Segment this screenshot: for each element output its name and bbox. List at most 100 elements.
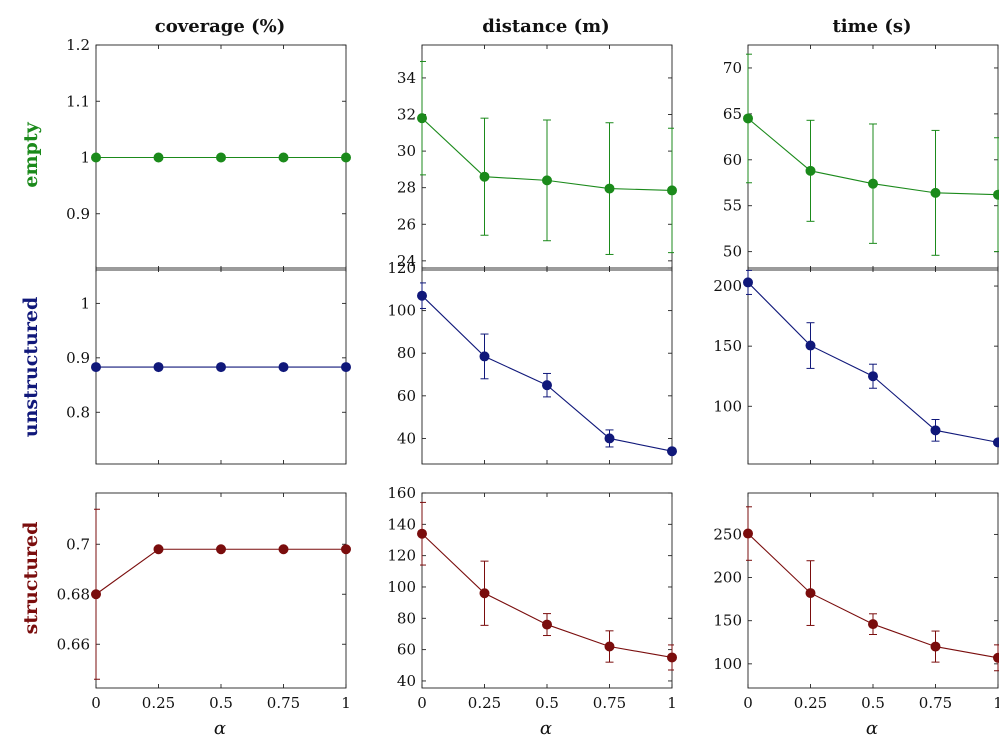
- panel-structured-coverage: 0.66 0.68 0.7 0 0.25 0.5 0.75 1: [57, 492, 351, 712]
- y-tick-label: 80: [397, 609, 416, 627]
- data-point: [743, 528, 753, 539]
- y-tick-label: 80: [397, 344, 416, 362]
- x-tick-label: 0: [417, 694, 427, 712]
- panel-empty-coverage: 0.9 1 1.1 1.2: [66, 36, 351, 271]
- data-point: [278, 152, 289, 163]
- series-line: [747, 533, 999, 659]
- plot-frame: [421, 267, 673, 465]
- data-point: [216, 362, 226, 373]
- x-axis-label-coverage: α: [214, 718, 226, 739]
- data-point: [604, 433, 615, 444]
- y-tick-label: 100: [713, 655, 742, 673]
- panels-group: 0.911.11.224262830323450556065700.80.914…: [57, 36, 999, 712]
- data-point: [868, 178, 878, 189]
- data-point: [868, 619, 878, 630]
- data-point: [930, 187, 941, 198]
- data-point: [341, 544, 351, 555]
- data-point: [604, 183, 615, 194]
- y-tick-label: 120: [387, 547, 416, 565]
- series-line: [747, 282, 999, 443]
- x-tick-label: 1: [993, 694, 999, 712]
- data-point: [341, 362, 351, 373]
- data-point: [805, 340, 816, 351]
- y-tick-label: 100: [387, 578, 416, 596]
- y-tick-label: 100: [713, 397, 742, 415]
- y-tick-label: 150: [713, 612, 742, 630]
- data-point: [667, 652, 677, 663]
- y-tick-label: 28: [397, 179, 416, 197]
- y-tick-label: 1: [80, 149, 90, 167]
- panel-unstructured-distance: 40 60 80 100 120: [387, 259, 677, 465]
- data-point: [930, 641, 941, 652]
- x-axis-label-distance: α: [540, 718, 552, 739]
- panel-empty-time: 50 55 60 65 70: [723, 44, 999, 271]
- data-point: [417, 113, 427, 124]
- y-tick-label: 1: [80, 294, 90, 312]
- x-tick-label: 0.5: [209, 694, 233, 712]
- data-point: [91, 589, 101, 600]
- data-point: [667, 185, 677, 196]
- y-tick-label: 140: [387, 515, 416, 533]
- data-point: [417, 290, 427, 301]
- data-point: [667, 446, 677, 457]
- x-tick-label: 0.5: [861, 694, 885, 712]
- y-tick-label: 30: [397, 142, 416, 160]
- y-tick-label: 0.9: [66, 205, 90, 223]
- y-tick-label: 34: [397, 69, 416, 87]
- y-tick-label: 55: [723, 197, 742, 215]
- series-structured-distance: [420, 501, 674, 671]
- y-tick-label: 0.9: [66, 349, 90, 367]
- data-point: [341, 152, 351, 163]
- row-title-unstructured: unstructured: [20, 297, 42, 437]
- series-empty-time: [746, 53, 999, 256]
- x-axis-label-time: α: [866, 718, 878, 739]
- y-tick-label: 250: [713, 525, 742, 543]
- y-tick-label: 100: [387, 302, 416, 320]
- series-structured-time: [746, 506, 999, 672]
- panel-structured-distance: 40 60 80 100 120 140 160 0 0.25 0.5 0.75 1: [387, 484, 677, 712]
- data-point: [993, 189, 999, 200]
- y-tick-label: 26: [397, 215, 416, 233]
- y-tick-label: 40: [397, 672, 416, 690]
- column-title-coverage: coverage (%): [155, 16, 285, 37]
- data-point: [91, 152, 101, 163]
- y-tick-label: 0.7: [66, 535, 90, 553]
- y-tick-label: 120: [387, 259, 416, 277]
- x-tick-label: 0.25: [142, 694, 175, 712]
- x-tick-label: 0.5: [535, 694, 559, 712]
- panel-empty-distance: 24 26 28 30 32 34: [397, 44, 677, 271]
- x-tick-label: 0: [743, 694, 753, 712]
- y-tick-label: 1.2: [66, 36, 90, 54]
- panel-structured-time: 100 150 200 250 0 0.25 0.5 0.75 1: [713, 492, 999, 712]
- y-tick-label: 200: [713, 277, 742, 295]
- data-point: [278, 544, 289, 555]
- data-point: [542, 380, 552, 391]
- y-tick-label: 60: [397, 387, 416, 405]
- y-tick-label: 0.8: [66, 403, 90, 421]
- y-tick-label: 0.68: [57, 585, 90, 603]
- y-tick-label: 24: [397, 252, 416, 270]
- y-tick-label: 60: [397, 641, 416, 659]
- data-point: [216, 152, 226, 163]
- data-point: [479, 588, 490, 599]
- y-tick-label: 70: [723, 59, 742, 77]
- data-point: [542, 175, 552, 186]
- panel-unstructured-coverage: 0.8 0.9 1: [66, 267, 351, 465]
- data-point: [993, 437, 999, 448]
- y-tick-label: 40: [397, 429, 416, 447]
- x-tick-label: 0.25: [794, 694, 827, 712]
- y-tick-label: 200: [713, 569, 742, 587]
- row-title-empty: empty: [20, 121, 42, 187]
- data-point: [805, 165, 816, 176]
- y-tick-label: 160: [387, 484, 416, 502]
- data-point: [743, 277, 753, 288]
- x-tick-label: 0: [91, 694, 101, 712]
- data-point: [542, 619, 552, 630]
- data-point: [91, 362, 101, 373]
- x-tick-label: 1: [667, 694, 677, 712]
- y-tick-label: 65: [723, 105, 742, 123]
- data-point: [417, 528, 427, 539]
- row-title-structured: structured: [20, 522, 42, 635]
- plot-frame: [747, 492, 999, 689]
